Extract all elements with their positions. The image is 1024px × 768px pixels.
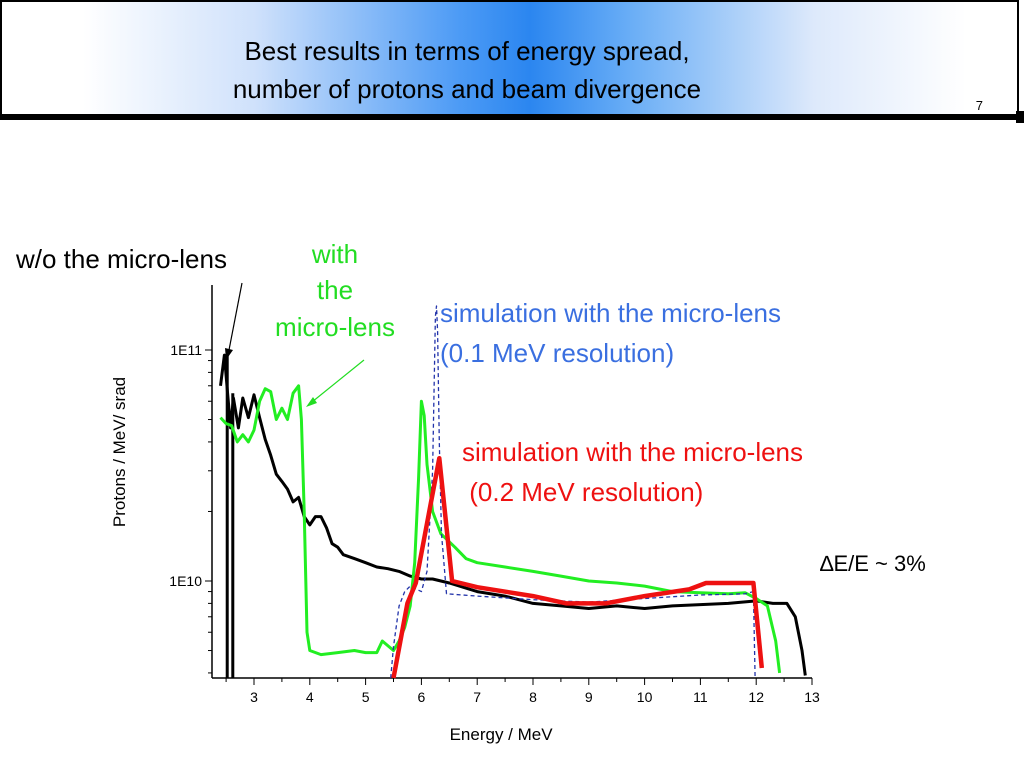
slide-number: 7 — [975, 98, 983, 113]
arrow-without-lens — [228, 282, 243, 351]
y-axis-label: Protons / MeV/ srad — [110, 377, 129, 527]
x-tick-label: 4 — [306, 689, 314, 705]
x-tick-label: 7 — [473, 689, 481, 705]
x-tick-label: 8 — [529, 689, 537, 705]
simulation-0.2-mev — [391, 455, 765, 679]
spectrum-without-lens — [219, 353, 807, 676]
x-tick-label: 6 — [418, 689, 426, 705]
y-tick-label: 1E11 — [170, 342, 202, 358]
label-with-lens: with the micro-lens — [246, 236, 424, 345]
simulation-0.1-mev — [390, 305, 756, 679]
label-simulation-02-line-2: (0.2 MeV resolution) — [462, 477, 704, 508]
label-simulation-01-line-2: (0.1 MeV resolution) — [440, 338, 675, 369]
arrow-without-lens-head — [225, 348, 233, 360]
x-tick-label: 3 — [250, 689, 258, 705]
label-with-lens-line-2: the — [316, 275, 354, 306]
x-tick-label: 9 — [585, 689, 593, 705]
title-banner: Best results in terms of energy spread, … — [0, 0, 1019, 114]
title-line-2: number of protons and beam divergence — [232, 74, 702, 104]
title-line-1: Best results in terms of energy spread, — [244, 36, 690, 66]
y-tick-label: 1E10 — [169, 573, 202, 589]
label-simulation-02-line-1: simulation with the micro-lens — [462, 437, 804, 467]
header-divider-cap — [1016, 111, 1024, 123]
x-tick-label: 10 — [637, 689, 653, 705]
arrow-with-lens-head — [306, 397, 317, 407]
x-tick-label: 5 — [362, 689, 370, 705]
x-axis-label: Energy / MeV — [450, 725, 554, 744]
header-divider — [0, 114, 1019, 120]
label-simulation-01: simulation with the micro-lens (0.1 MeV … — [440, 293, 781, 374]
label-without-lens: w/o the micro-lens — [16, 244, 227, 274]
arrow-with-lens — [311, 359, 365, 403]
label-with-lens-line-1: with — [311, 239, 359, 269]
label-with-lens-line-3: micro-lens — [275, 311, 395, 342]
label-simulation-01-line-1: simulation with the micro-lens — [440, 298, 782, 328]
spectrum-with-lens — [219, 384, 782, 674]
label-energy-spread: ∆E/E ~ 3% — [820, 551, 926, 576]
label-simulation-02: simulation with the micro-lens (0.2 MeV … — [462, 432, 803, 513]
x-tick-label: 12 — [748, 689, 764, 705]
x-tick-label: 13 — [804, 689, 820, 705]
slide-title: Best results in terms of energy spread, … — [122, 32, 812, 108]
x-tick-label: 11 — [693, 689, 708, 705]
